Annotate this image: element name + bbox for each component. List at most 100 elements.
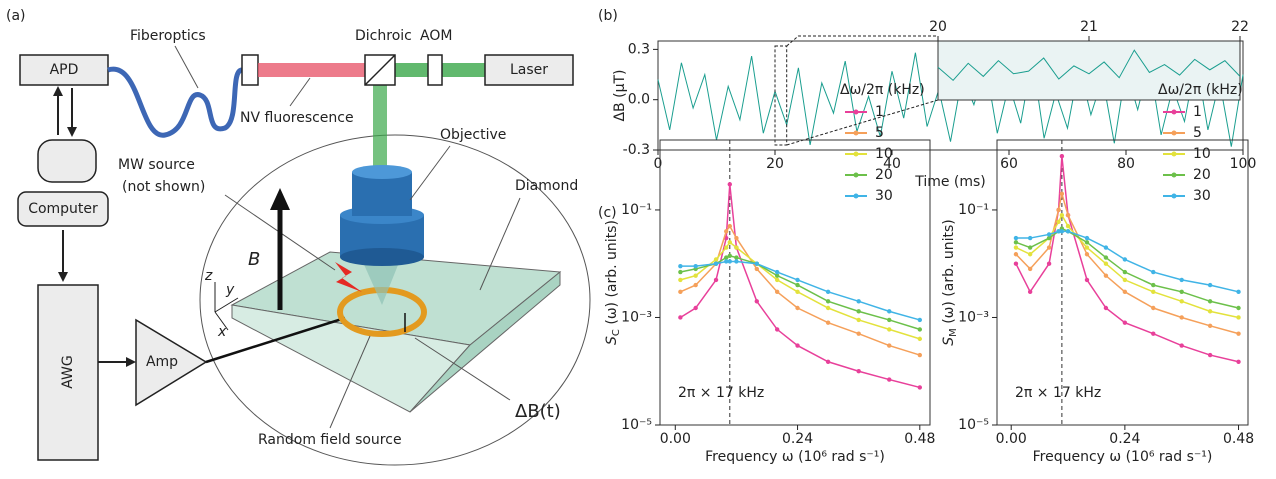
- data-point: [1056, 207, 1061, 213]
- data-point: [754, 261, 759, 266]
- data-point: [1065, 212, 1071, 218]
- x-tick-label: 20: [766, 156, 784, 172]
- data-point: [1013, 240, 1019, 245]
- data-point: [825, 305, 831, 311]
- label: NV fluorescence: [240, 110, 354, 126]
- data-point: [1179, 315, 1184, 320]
- data-point: [713, 277, 719, 283]
- data-line: [680, 260, 921, 321]
- laser-box: [484, 54, 574, 86]
- data-point: [1046, 261, 1052, 266]
- x-tick-label: 100: [1230, 156, 1257, 172]
- data-point: [693, 263, 698, 269]
- data-point: [727, 253, 732, 259]
- y-axis-label: ΔB (μT): [612, 69, 628, 121]
- data-point: [1122, 289, 1128, 295]
- data-point: [727, 240, 732, 245]
- legend-label: 1: [1193, 104, 1202, 120]
- y-label-symbol: S: [604, 336, 620, 345]
- monitor: [37, 139, 97, 183]
- panel-label: (b): [598, 8, 618, 24]
- data-point: [825, 299, 831, 304]
- data-point: [1207, 323, 1213, 329]
- label: APD: [50, 62, 79, 78]
- data-point: [774, 269, 780, 275]
- data-point: [693, 282, 698, 288]
- legend-swatch: [853, 193, 859, 199]
- legend-swatch: [853, 172, 859, 178]
- legend-swatch: [1171, 172, 1177, 178]
- legend-swatch: [853, 109, 859, 115]
- data-point: [1207, 299, 1213, 304]
- awg-box: [37, 284, 99, 461]
- legend-swatch: [853, 151, 859, 157]
- data-point: [1179, 277, 1184, 283]
- leader: [414, 337, 511, 401]
- data-point: [724, 259, 729, 264]
- data-point: [1065, 229, 1071, 234]
- data-point: [1122, 277, 1128, 283]
- data-point: [1207, 309, 1213, 314]
- data-point: [887, 317, 892, 323]
- legend-label: 10: [1193, 146, 1211, 162]
- legend-swatch: [1171, 151, 1177, 157]
- data-point: [1084, 245, 1090, 250]
- legend-label: 5: [1193, 125, 1202, 141]
- data-point: [754, 299, 759, 304]
- data-point: [1103, 273, 1109, 278]
- legend-swatch: [1171, 193, 1177, 199]
- data-point: [713, 261, 719, 266]
- red-beam: [258, 63, 365, 77]
- x-axis-label: Frequency ω (10⁶ rad s⁻¹): [705, 449, 885, 465]
- data-point: [1013, 245, 1019, 250]
- data-point: [1122, 257, 1128, 262]
- inset-circle: [199, 134, 591, 466]
- data-point: [917, 317, 923, 323]
- green-beam-down: [373, 85, 387, 175]
- label: (not shown): [122, 179, 205, 195]
- legend-label: 20: [875, 167, 893, 183]
- data-point: [1046, 245, 1052, 250]
- data-point: [1122, 269, 1128, 275]
- legend-title: Δω/2π (kHz): [1158, 82, 1243, 98]
- data-point: [1122, 320, 1128, 325]
- data-point: [1207, 352, 1213, 358]
- data-point: [1151, 282, 1156, 288]
- data-point: [1236, 305, 1241, 311]
- data-point: [1151, 269, 1156, 275]
- y-label-rest: (ω) (arb. units): [604, 220, 620, 329]
- data-line: [1015, 227, 1239, 309]
- data-point: [887, 309, 892, 314]
- wire: [205, 316, 346, 364]
- annotation: 2π × 17 kHz: [678, 385, 764, 401]
- data-point: [1027, 289, 1033, 295]
- y-tick-label: 10⁻⁵: [621, 417, 652, 433]
- data-point: [1046, 235, 1052, 241]
- annotation: 2π × 17 kHz: [1015, 385, 1101, 401]
- label: Objective: [440, 127, 506, 143]
- legend-label: 5: [875, 125, 884, 141]
- panel-label: (a): [6, 8, 26, 24]
- data-point: [734, 235, 739, 241]
- legend-swatch: [1171, 130, 1177, 136]
- y-tick-label: 10⁻⁵: [958, 417, 989, 433]
- data-point: [1059, 153, 1065, 159]
- data-point: [1059, 212, 1065, 218]
- data-point: [1013, 252, 1019, 257]
- data-point: [1236, 289, 1241, 295]
- x-tick-label: 22: [1231, 19, 1249, 35]
- y-label-symbol: S: [941, 337, 957, 346]
- aom-box: [427, 54, 443, 86]
- b-arrow-head: [270, 188, 290, 210]
- label: Diamond: [515, 178, 578, 194]
- data-point: [825, 320, 831, 325]
- data-point: [795, 282, 800, 288]
- data-point: [727, 182, 732, 187]
- data-point: [1103, 261, 1109, 266]
- data-point: [795, 277, 800, 283]
- data-point: [1103, 245, 1109, 250]
- label: Amp: [146, 354, 178, 370]
- data-point: [678, 269, 683, 275]
